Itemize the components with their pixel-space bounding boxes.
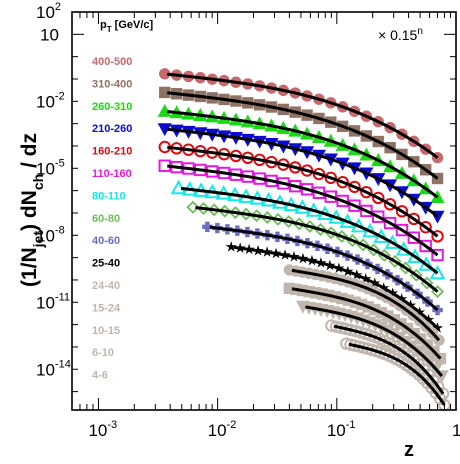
data-point <box>395 223 409 237</box>
legend-label: 400-500 <box>92 56 132 68</box>
x-tick-label: 10-3 <box>88 419 117 440</box>
y-tick-label: 10-11 <box>36 291 70 312</box>
data-point <box>324 171 337 185</box>
y-tick-label: 10-5 <box>36 157 65 178</box>
legend-title: pT [GeV/c] <box>100 19 154 34</box>
data-point <box>383 216 397 230</box>
y-tick-label: 10-8 <box>36 224 65 245</box>
data-point <box>348 180 361 194</box>
fit-curve <box>195 206 439 293</box>
legend-label: 210-260 <box>92 123 132 135</box>
data-point <box>336 194 349 208</box>
plot-frame <box>71 11 457 411</box>
fit-curve-layer <box>167 72 446 406</box>
data-point <box>324 190 337 203</box>
data-point <box>225 241 237 252</box>
fit-curve <box>167 164 439 257</box>
data-point <box>407 212 421 226</box>
data-point <box>336 175 349 189</box>
legend-label: 110-160 <box>92 168 132 180</box>
legend-label: 80-110 <box>92 190 126 202</box>
fit-curve <box>167 127 439 218</box>
legend-label: 4-6 <box>92 370 108 382</box>
fit-curve <box>167 91 439 180</box>
fit-curve <box>333 324 445 395</box>
fit-curve <box>348 342 446 406</box>
legend-label: 24-40 <box>92 280 120 292</box>
y-tick-label: 10 <box>40 25 59 44</box>
data-point <box>431 230 444 243</box>
fit-curve <box>305 305 443 377</box>
data-point <box>360 185 373 199</box>
fit-curve <box>291 268 441 342</box>
legend-label: 160-210 <box>92 146 132 158</box>
data-point <box>360 204 373 218</box>
series-24-40 <box>283 264 445 346</box>
data-point <box>429 264 446 280</box>
legend-label: 310-400 <box>92 78 132 90</box>
data-point <box>348 199 361 212</box>
y-axis-label: (1/Njet) dNch / dz <box>18 133 46 287</box>
legend: 400-500 310-400 260-310 210-260 160-210 110-1… <box>92 56 132 382</box>
x-axis-label: z <box>404 439 414 461</box>
data-point <box>395 205 409 218</box>
legend-label: 260-310 <box>92 101 132 113</box>
y-tick-label: 10-14 <box>36 358 71 379</box>
data-point <box>407 231 421 244</box>
fit-curve <box>167 110 439 199</box>
x-tick-label: 10-1 <box>327 419 356 440</box>
data-point <box>372 210 385 223</box>
legend-label: 40-60 <box>92 235 120 247</box>
x-tick-label: 1 <box>452 421 460 440</box>
fit-curve <box>233 245 439 330</box>
data-point <box>202 221 213 233</box>
fit-curve <box>180 186 439 275</box>
legend-label: 10-15 <box>92 325 120 337</box>
fit-curve <box>167 72 439 159</box>
data-point <box>186 200 200 214</box>
x-tick-label: 10-2 <box>208 419 237 440</box>
data-point <box>419 221 432 234</box>
data-point <box>419 239 432 253</box>
fit-curve <box>209 225 439 312</box>
fit-curve <box>291 287 442 360</box>
legend-label: 15-24 <box>92 302 121 314</box>
legend-label: 60-80 <box>92 213 120 225</box>
axis-ticks <box>71 11 457 410</box>
legend-label: 6-10 <box>92 347 114 359</box>
scale-note: × 0.15n <box>378 26 423 43</box>
data-point <box>372 191 385 205</box>
data-point <box>431 248 444 262</box>
y-tick-label: 10-2 <box>36 90 65 111</box>
fit-curve <box>167 145 439 238</box>
data-point <box>383 198 397 211</box>
y-tick-label: 102 <box>36 1 61 22</box>
legend-label: 25-40 <box>92 258 120 270</box>
